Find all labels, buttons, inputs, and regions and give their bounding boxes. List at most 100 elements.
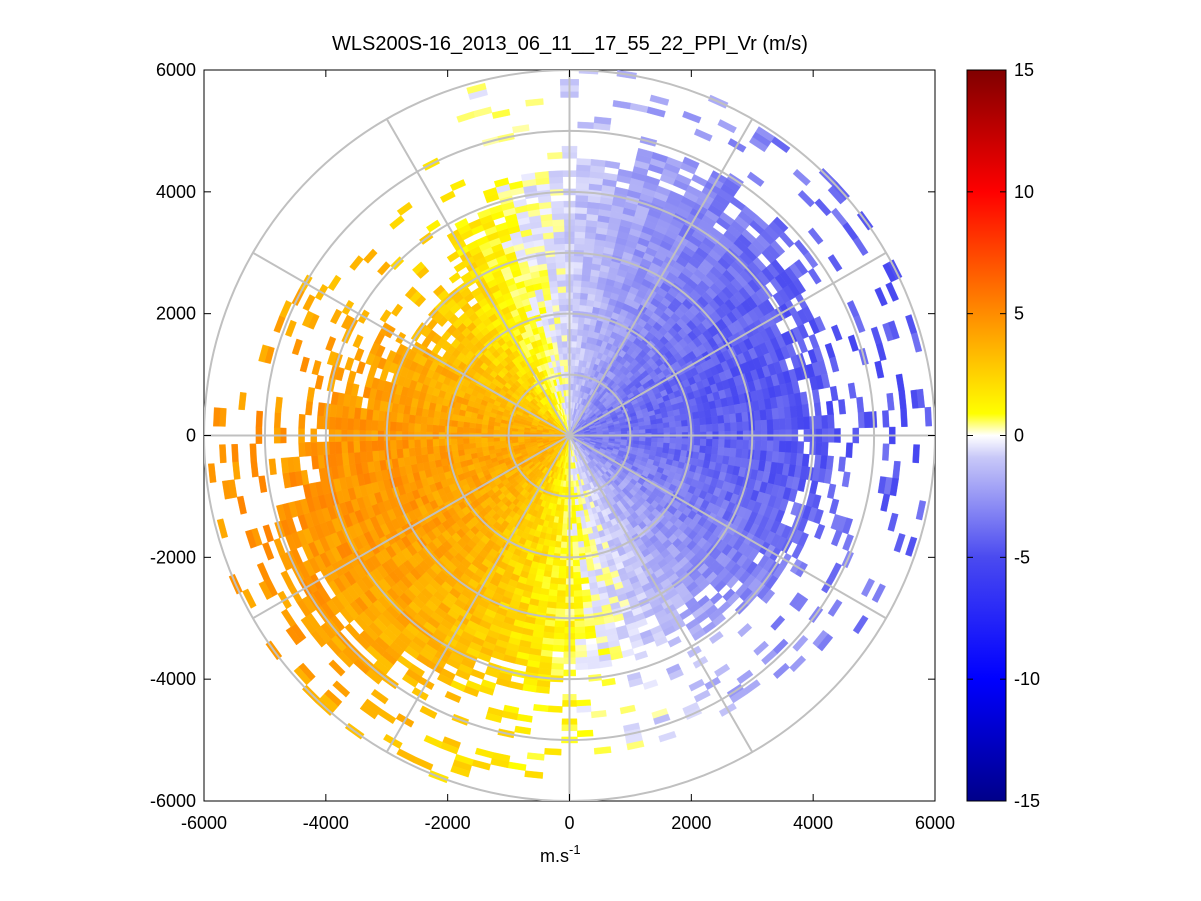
velocity-cell bbox=[553, 632, 565, 640]
velocity-cell bbox=[485, 712, 503, 724]
velocity-cell bbox=[681, 438, 689, 446]
velocity-cell bbox=[693, 445, 701, 453]
velocity-cell bbox=[552, 638, 565, 646]
velocity-cell bbox=[407, 422, 415, 432]
velocity-cell bbox=[575, 516, 582, 524]
velocity-cell bbox=[593, 746, 612, 755]
velocity-cell bbox=[668, 443, 677, 450]
velocity-cell bbox=[353, 418, 361, 431]
velocity-cell bbox=[432, 424, 440, 433]
velocity-cell bbox=[912, 444, 920, 464]
velocity-cell bbox=[863, 411, 872, 429]
velocity-cell bbox=[662, 422, 670, 429]
velocity-cell bbox=[456, 438, 464, 445]
velocity-cell bbox=[570, 468, 573, 476]
velocity-cell bbox=[544, 748, 562, 756]
velocity-cell bbox=[577, 534, 584, 543]
velocity-cell bbox=[813, 315, 826, 333]
velocity-cell bbox=[395, 421, 403, 432]
velocity-cell bbox=[550, 571, 559, 579]
velocity-cell bbox=[552, 559, 560, 567]
velocity-cell bbox=[572, 316, 580, 324]
velocity-cell bbox=[517, 436, 525, 440]
velocity-cell bbox=[359, 418, 367, 431]
velocity-cell bbox=[475, 442, 483, 449]
velocity-cell bbox=[432, 284, 446, 297]
velocity-cell bbox=[572, 304, 581, 312]
velocity-cell bbox=[311, 359, 322, 376]
velocity-cell bbox=[575, 176, 591, 184]
velocity-cell bbox=[481, 441, 489, 448]
velocity-cell bbox=[299, 356, 310, 373]
velocity-cell bbox=[576, 699, 592, 707]
velocity-cell bbox=[663, 437, 671, 444]
velocity-cell bbox=[574, 644, 587, 652]
velocity-cell bbox=[462, 437, 470, 445]
velocity-cell bbox=[577, 121, 595, 130]
velocity-cell bbox=[293, 666, 312, 686]
velocity-cell bbox=[590, 710, 607, 719]
velocity-cell bbox=[825, 400, 834, 416]
velocity-cell bbox=[910, 332, 923, 353]
velocity-cell bbox=[573, 584, 582, 592]
velocity-cell bbox=[304, 442, 312, 457]
velocity-cell bbox=[827, 599, 843, 617]
velocity-cell bbox=[436, 673, 454, 686]
velocity-cell bbox=[325, 336, 337, 352]
velocity-cell bbox=[814, 523, 826, 540]
velocity-cell bbox=[770, 240, 786, 256]
chart-title: WLS200S-16_2013_06_11__17_55_22_PPI_Vr (… bbox=[332, 33, 808, 55]
velocity-cell bbox=[654, 635, 669, 647]
velocity-cell bbox=[572, 559, 581, 567]
velocity-cell bbox=[797, 477, 807, 492]
velocity-cell bbox=[693, 438, 701, 447]
velocity-cell bbox=[207, 463, 217, 484]
velocity-cell bbox=[590, 158, 606, 167]
velocity-cell bbox=[573, 608, 584, 616]
velocity-cell bbox=[401, 422, 409, 432]
velocity-cell bbox=[801, 453, 810, 468]
velocity-cell bbox=[298, 442, 306, 458]
velocity-cell bbox=[581, 595, 592, 603]
velocity-cell bbox=[723, 414, 731, 424]
velocity-cell bbox=[332, 680, 351, 698]
velocity-cell bbox=[619, 704, 636, 715]
velocity-cell bbox=[571, 346, 577, 354]
velocity-cell bbox=[871, 583, 886, 603]
velocity-cell bbox=[574, 225, 587, 233]
velocity-cell bbox=[668, 415, 676, 423]
velocity-cell bbox=[620, 430, 628, 435]
velocity-cell bbox=[746, 171, 765, 187]
velocity-cell bbox=[668, 421, 677, 428]
velocity-cell bbox=[711, 446, 719, 456]
velocity-cell bbox=[560, 541, 567, 549]
velocity-cell bbox=[575, 182, 590, 190]
velocity-cell bbox=[432, 438, 440, 447]
velocity-cell bbox=[449, 179, 467, 192]
velocity-cell bbox=[340, 417, 349, 430]
velocity-cell bbox=[634, 650, 649, 661]
velocity-cell bbox=[753, 640, 769, 656]
velocity-cell bbox=[396, 448, 404, 459]
velocity-cell bbox=[572, 571, 581, 579]
velocity-cell bbox=[366, 398, 376, 410]
velocity-cell bbox=[396, 748, 417, 763]
velocity-cell bbox=[432, 417, 440, 426]
velocity-cell bbox=[579, 565, 588, 573]
velocity-cell bbox=[462, 426, 470, 434]
velocity-cell bbox=[255, 410, 264, 428]
velocity-cell bbox=[365, 419, 373, 431]
velocity-cell bbox=[561, 529, 568, 537]
velocity-cell bbox=[371, 440, 379, 452]
velocity-cell bbox=[480, 437, 488, 443]
velocity-cell bbox=[825, 455, 834, 471]
velocity-cell bbox=[638, 425, 646, 431]
velocity-cell bbox=[457, 449, 465, 457]
velocity-cell bbox=[359, 703, 379, 720]
velocity-cell bbox=[581, 589, 591, 597]
velocity-cell bbox=[262, 524, 275, 543]
velocity-cell bbox=[551, 565, 560, 573]
velocity-cell bbox=[389, 421, 397, 432]
velocity-cell bbox=[650, 423, 658, 430]
velocity-cell bbox=[559, 547, 567, 555]
